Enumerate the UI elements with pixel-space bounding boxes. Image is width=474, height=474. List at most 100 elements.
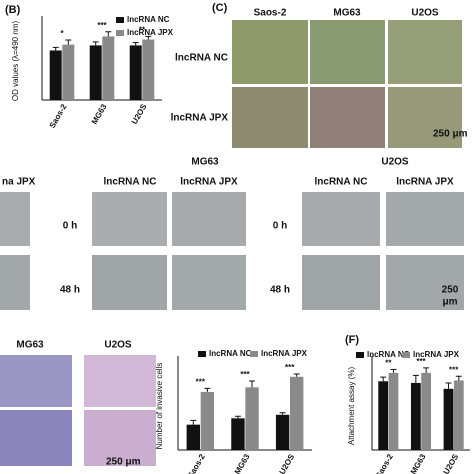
error-bar [380, 376, 387, 382]
scratch-image [302, 255, 380, 310]
error-bar [423, 367, 430, 373]
row-label: lncRNA JPX [171, 113, 229, 124]
column-label: U2OS [104, 340, 132, 351]
scale-bar-label: 250 μm [106, 457, 141, 468]
micrograph [232, 20, 308, 84]
error-bar [204, 387, 211, 392]
y-axis-label: Number of invasive cells [155, 363, 164, 450]
x-tick-label: MG63 [409, 452, 428, 474]
error-bar [249, 380, 256, 388]
significance-label: *** [196, 378, 206, 387]
legend-label: lncRNA JPX [261, 349, 308, 358]
column-label: Saos-2 [254, 8, 287, 19]
column-label: lncRNA JPX [180, 177, 238, 188]
error-bar [190, 419, 197, 425]
bar [443, 388, 454, 450]
error-bar [455, 375, 462, 381]
group-label: MG63 [191, 157, 219, 168]
column-label: U2OS [411, 8, 439, 19]
error-bar [145, 35, 152, 40]
scratch-image [302, 192, 380, 246]
bar [102, 36, 115, 100]
column-label: na JPX [2, 177, 36, 188]
significance-label: *** [285, 363, 295, 372]
significance-label: * [60, 29, 64, 38]
group-label: U2OS [381, 157, 409, 168]
panel-label: (C) [212, 2, 228, 14]
micrograph [310, 87, 385, 148]
y-axis-label: Attachment assay (%) [347, 367, 356, 446]
column-label: MG63 [16, 340, 44, 351]
scratch-image [386, 192, 464, 246]
bar [275, 414, 290, 450]
scratch-image [172, 255, 246, 310]
image-panels [0, 20, 464, 466]
scratch-image [386, 255, 464, 310]
bar [142, 39, 155, 100]
bar [290, 376, 304, 450]
legend-swatch [116, 30, 124, 36]
bar [129, 45, 142, 100]
y-axis-label: OD values (λ=490 nm) [11, 21, 20, 102]
significance-label: *** [240, 370, 250, 379]
invasion-image [84, 355, 156, 407]
significance-label: ** [385, 359, 392, 368]
bar [62, 44, 75, 100]
legend-label: lncRNA JPX [127, 28, 174, 37]
legend-swatch [198, 351, 206, 357]
legend-label: lncRNA NC [367, 350, 410, 359]
scratch-image [0, 255, 30, 310]
error-bar [234, 415, 241, 419]
legend-swatch [116, 17, 124, 23]
bar [388, 372, 399, 450]
legend-swatch [356, 352, 364, 358]
bar [231, 418, 245, 450]
error-bar [412, 374, 419, 383]
row-label: 0 h [273, 221, 287, 232]
error-bar [65, 39, 72, 45]
micrograph [310, 20, 385, 84]
x-tick-label: U2OS [442, 452, 461, 474]
significance-label: *** [416, 357, 426, 366]
scratch-image [92, 255, 167, 310]
x-tick-label: U2OS [278, 452, 297, 474]
invasion-image [0, 410, 72, 466]
significance-label: ** [139, 26, 146, 35]
invasion-image [0, 355, 72, 407]
column-label: lncRNA NC [315, 177, 368, 188]
panel-label: (B) [5, 4, 21, 16]
x-tick-label: Saos-2 [186, 452, 207, 474]
x-tick-label: MG63 [233, 452, 252, 474]
row-label: 0 h [63, 221, 77, 232]
row-label: 48 h [270, 285, 290, 296]
row-label: 48 h [60, 285, 80, 296]
legend-label: lncRNA JPX [413, 350, 460, 359]
bar [410, 382, 421, 450]
panel-label: (F) [345, 334, 359, 346]
legend-label: lncRNA NC [209, 349, 252, 358]
error-bar [132, 42, 139, 46]
legend-swatch [402, 352, 410, 358]
bar [186, 424, 200, 450]
row-label: lncRNA NC [175, 53, 228, 64]
scratch-image [172, 192, 246, 246]
error-bar [445, 382, 452, 389]
scale-bar-label: 250 μm [433, 129, 468, 140]
error-bar [105, 31, 112, 37]
x-tick-label: Saos-2 [374, 452, 395, 474]
bar [378, 381, 389, 450]
micrograph [388, 87, 462, 148]
micrograph [232, 87, 308, 148]
bar [453, 380, 464, 450]
x-tick-label: U2OS [130, 102, 149, 126]
error-bar [52, 46, 59, 51]
significance-label: *** [449, 365, 459, 374]
bar [421, 372, 432, 450]
legend-swatch [250, 351, 258, 357]
bar [200, 391, 215, 450]
scratch-image [0, 192, 30, 246]
legend-label: lncRNA NC [127, 15, 170, 24]
bar [245, 387, 259, 450]
significance-label: *** [97, 21, 107, 30]
